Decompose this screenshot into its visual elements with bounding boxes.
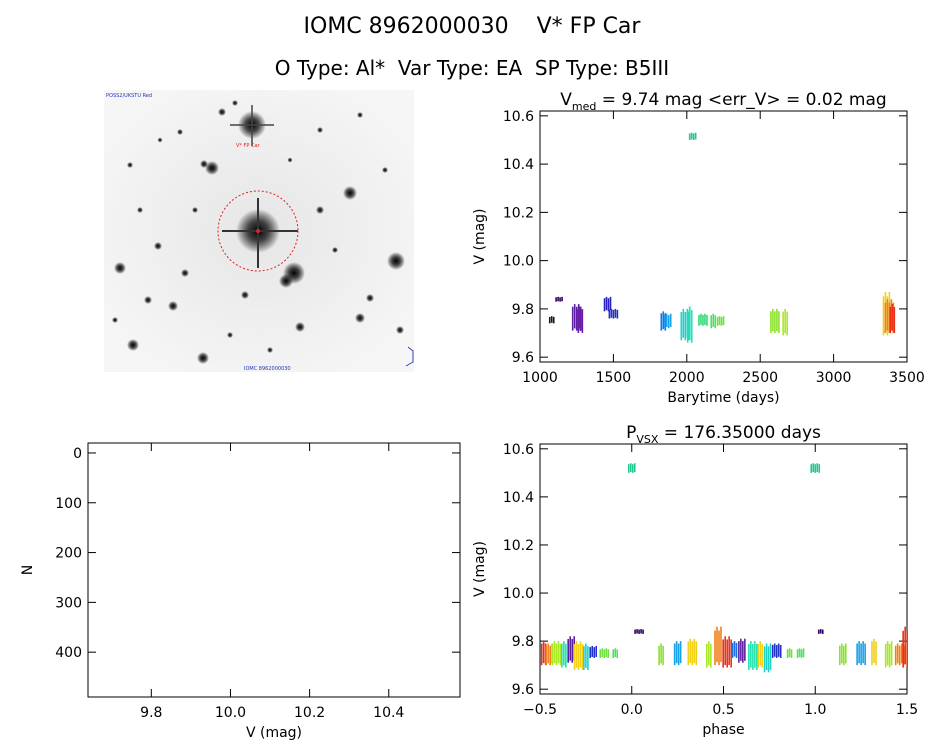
phased-ytick-label: 10.6 [503, 442, 534, 458]
phased-ytick-label: 9.6 [512, 682, 534, 698]
lightcurve-xtick-label: 2000 [669, 370, 705, 386]
phased-ytick-label: 10.2 [503, 538, 534, 554]
target-aperture-circle [217, 190, 299, 272]
histogram-axes-frame [87, 442, 461, 698]
phased-xtick-label: 0.0 [621, 702, 643, 718]
histogram-chart: 9.8 10.0 10.2 10.4 0 100 200 300 400 V (mag) N [20, 442, 461, 741]
histogram-ylabel: N [20, 565, 36, 575]
plot-title: IOMC 8962000030 V* FP Car [303, 14, 641, 39]
lightcurve-chart: 1000 1500 2000 2500 3000 3500 9.6 9.8 10.0 10.2 10… [472, 90, 925, 406]
lightcurve-title: Vmed = 9.74 mag <err_V> = 0.02 mag [560, 90, 886, 113]
lightcurve-xtick-label: 1500 [596, 370, 632, 386]
target-marker [256, 229, 260, 233]
histogram-xlabel: V (mag) [246, 725, 302, 741]
histogram-xtick-label: 10.2 [294, 705, 325, 721]
image-caption-top: POSS2/UKSTU Red [106, 93, 152, 99]
phased-title-rest: = 176.35000 days [658, 423, 821, 443]
phased-xtick-label: 0.5 [712, 702, 734, 718]
phased-title-sub: VSX [636, 433, 659, 446]
phased-ytick-label: 10.0 [503, 586, 534, 602]
lightcurve-xtick-label: 2500 [742, 370, 778, 386]
histogram-ytick-label: 200 [55, 546, 82, 562]
histogram-xtick-label: 10.4 [373, 705, 404, 721]
phased-xlabel: phase [702, 722, 744, 738]
phased-title-main: P [626, 423, 636, 443]
lightcurve-ylabel: V (mag) [472, 208, 488, 264]
lightcurve-ytick-label: 9.6 [512, 350, 534, 366]
histogram-ytick-label: 300 [55, 595, 82, 611]
histogram-ytick-label: 100 [55, 496, 82, 512]
lightcurve-title-rest: = 9.74 mag <err_V> = 0.02 mag [596, 90, 886, 110]
phased-xtick-label: 1.0 [804, 702, 826, 718]
lightcurve-ytick-label: 10.2 [503, 205, 534, 221]
lightcurve-xlabel: Barytime (days) [667, 390, 779, 406]
histogram-xtick-label: 10.0 [215, 705, 246, 721]
phased-ylabel: V (mag) [472, 541, 488, 597]
lightcurve-ytick-label: 10.4 [503, 157, 534, 173]
image-caption-bottom: IOMC 8962000030 [244, 366, 291, 372]
lightcurve-title-main: V [560, 90, 572, 110]
phased-xtick-label: 1.5 [896, 702, 918, 718]
lightcurve-ytick-label: 9.8 [512, 302, 534, 318]
phased-title: PVSX = 176.35000 days [626, 423, 821, 446]
phased-ytick-label: 9.8 [512, 634, 534, 650]
lightcurve-xtick-label: 1000 [522, 370, 558, 386]
compass-icon [405, 346, 414, 367]
lightcurve-xtick-label: 3500 [889, 370, 925, 386]
plot-subtitle: O Type: Al* Var Type: EA SP Type: B5III [274, 56, 670, 80]
histogram-xtick-label: 9.8 [140, 705, 162, 721]
phased-xtick-label: −0.5 [523, 702, 557, 718]
target-label: V* FP Car [236, 143, 261, 149]
histogram-ytick-label: 400 [55, 645, 82, 661]
lightcurve-ytick-label: 10.6 [503, 109, 534, 125]
phased-chart: −0.5 0.0 0.5 1.0 1.5 9.6 9.8 10.0 10.2 10.4 10.6 ph… [472, 423, 918, 738]
lightcurve-ytick-label: 10.0 [503, 254, 534, 270]
phased-ytick-label: 10.4 [503, 490, 534, 506]
lightcurve-title-sub: med [572, 100, 596, 113]
histogram-ytick-label: 0 [73, 446, 82, 462]
lightcurve-axes-frame [539, 110, 908, 363]
lightcurve-xtick-label: 3000 [816, 370, 852, 386]
